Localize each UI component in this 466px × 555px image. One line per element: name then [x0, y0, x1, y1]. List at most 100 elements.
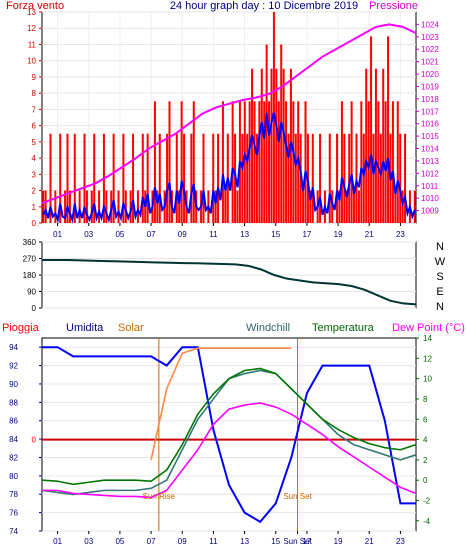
temperature-y-tick-label: 8	[423, 395, 428, 404]
pressure-line	[41, 23, 417, 205]
direction-y-tick-label: 360	[23, 238, 37, 247]
pressure-y-tick-label: 1019	[421, 82, 439, 91]
humidity-y-tick-label: 80	[9, 472, 18, 481]
x-tick-label: 03	[84, 230, 93, 239]
pressure-y-tick-label: 1014	[421, 145, 439, 154]
humidity-y-tick-label: 94	[9, 343, 18, 352]
humidity-label: Umidita	[66, 322, 104, 334]
humidity-y-tick-label: 78	[9, 490, 18, 499]
pressure-y-tick-label: 1021	[421, 58, 439, 67]
x-tick-label: 21	[365, 230, 374, 239]
x-tick-label: 19	[334, 537, 343, 546]
humidity-y-tick-label: 74	[9, 527, 18, 536]
pressure-y-tick-label: 1015	[421, 132, 439, 141]
wind-pressure-panel: 0123456789101112131009101010111012101310…	[6, 0, 439, 239]
wind-direction-line	[42, 258, 417, 306]
direction-y-tick-label: 270	[23, 255, 37, 264]
pressure-y-tick-label: 1018	[421, 95, 439, 104]
wind-y-tick-label: 2	[32, 187, 37, 196]
pressure-label: Pressione	[369, 0, 418, 12]
wind-y-tick-label: 9	[32, 73, 37, 82]
wind-speed-line	[42, 112, 416, 224]
humidity-y-tick-label: 84	[9, 435, 18, 444]
windchill-label: Windchill	[246, 322, 290, 334]
pressure-y-tick-label: 1011	[421, 182, 439, 191]
temperature-y-tick-label: 12	[423, 354, 432, 363]
temperature-y-tick-label: -2	[423, 497, 431, 506]
temperature-y-tick-label: 10	[423, 375, 432, 384]
humidity-line	[42, 346, 416, 524]
pressure-y-tick-label: 1022	[421, 45, 439, 54]
compass-label: S	[436, 271, 443, 283]
x-tick-label: 01	[53, 537, 62, 546]
x-tick-label: 15	[271, 537, 280, 546]
compass-label: N	[436, 301, 444, 313]
wind-y-tick-label: 10	[27, 57, 36, 66]
x-tick-label: 11	[209, 230, 218, 239]
direction-y-tick-label: 90	[27, 288, 36, 297]
temperature-y-tick-label: -4	[423, 517, 431, 526]
x-tick-label: 07	[147, 230, 156, 239]
chart-title: 24 hour graph day : 10 Dicembre 2019	[170, 0, 358, 12]
x-tick-label: 03	[84, 537, 93, 546]
compass-label: W	[435, 256, 446, 268]
temperature-line	[41, 367, 417, 486]
rain-zero-label: 0	[32, 436, 37, 445]
solar-label: Solar	[118, 322, 144, 334]
x-tick-label: Sun Set	[283, 537, 312, 546]
sun-set-label: Sun Set	[283, 492, 312, 501]
temperature-label: Temperatura	[312, 322, 375, 334]
temperature-y-tick-label: 2	[423, 456, 428, 465]
x-tick-label: 11	[209, 537, 218, 546]
wind-y-tick-label: 3	[32, 170, 37, 179]
wind-y-tick-label: 0	[32, 219, 37, 228]
wind-y-tick-label: 4	[32, 154, 37, 163]
x-tick-label: 17	[302, 230, 311, 239]
wind-force-label: Forza vento	[6, 0, 64, 12]
pressure-y-tick-label: 1020	[421, 70, 439, 79]
sun-rise-label: Sun Rise	[143, 492, 176, 501]
x-tick-label: 07	[147, 537, 156, 546]
x-tick-label: 17	[302, 537, 311, 546]
x-tick-label: 09	[178, 537, 187, 546]
x-tick-label: 05	[115, 537, 124, 546]
x-tick-label: 21	[365, 537, 374, 546]
wind-y-tick-label: 11	[28, 40, 37, 49]
x-tick-label: 13	[240, 537, 249, 546]
humidity-y-tick-label: 82	[9, 453, 18, 462]
x-tick-label: 23	[396, 230, 405, 239]
x-tick-label: 19	[334, 230, 343, 239]
humidity-y-tick-label: 90	[9, 380, 18, 389]
pressure-y-tick-label: 1010	[421, 194, 439, 203]
dew-point-label: Dew Point (°C)	[392, 322, 465, 334]
humidity-y-tick-label: 92	[9, 362, 18, 371]
compass-label: E	[436, 286, 443, 298]
wind-y-tick-label: 7	[32, 105, 37, 114]
rain-label: Pioggia	[2, 322, 40, 334]
x-tick-label: 15	[271, 230, 280, 239]
x-tick-label: 23	[396, 537, 405, 546]
solar-line	[150, 347, 292, 461]
thermo-panel: 74 76 78 80 82 84 86 88 90 92 94 -4 -2 0 2 4 6 8 10 12 14 0 01…	[2, 322, 465, 546]
humidity-y-tick-label: 86	[9, 417, 18, 426]
x-tick-label: 13	[240, 230, 249, 239]
wind-y-tick-label: 8	[32, 89, 37, 98]
wind-y-tick-label: 1	[32, 203, 37, 212]
pressure-y-tick-label: 1016	[421, 120, 439, 129]
wind-y-tick-label: 6	[32, 122, 37, 131]
x-tick-label: 01	[53, 230, 62, 239]
pressure-y-tick-label: 1012	[421, 169, 439, 178]
temperature-y-tick-label: 14	[423, 334, 432, 343]
wind-y-tick-label: 12	[27, 24, 36, 33]
pressure-y-tick-label: 1024	[421, 20, 439, 29]
humidity-y-tick-label: 76	[9, 509, 18, 518]
temperature-y-tick-label: 6	[423, 415, 428, 424]
temperature-y-tick-label: 0	[423, 476, 428, 485]
humidity-y-tick-label: 88	[9, 398, 18, 407]
pressure-y-tick-label: 1009	[421, 207, 439, 216]
compass-label: N	[436, 241, 444, 253]
temperature-y-tick-label: 4	[423, 436, 428, 445]
wind-y-tick-label: 5	[32, 138, 37, 147]
direction-y-tick-label: 180	[23, 271, 37, 280]
